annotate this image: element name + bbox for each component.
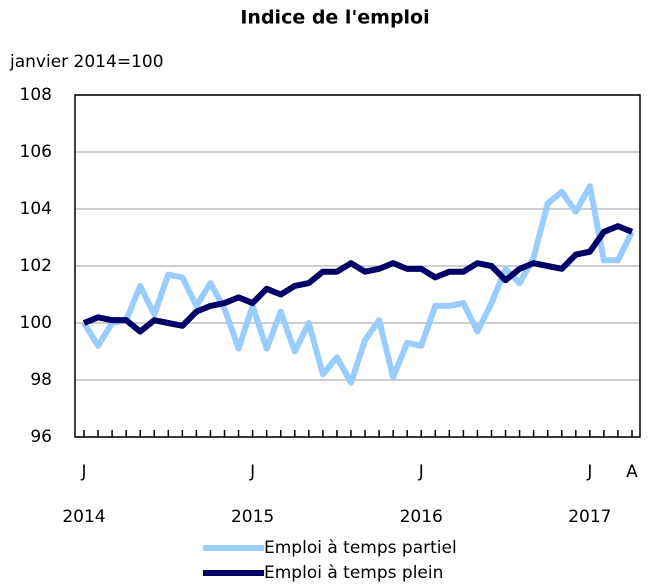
series-line (82, 223, 634, 335)
x-tick-label: J (418, 462, 424, 482)
series-line (81, 183, 635, 386)
legend-label: Emploi à temps partiel (264, 538, 457, 558)
y-tick-label: 100 (20, 313, 52, 333)
subtitle: janvier 2014=100 (9, 52, 164, 72)
x-year-label: 2014 (62, 507, 105, 527)
y-tick-label: 104 (20, 199, 52, 219)
y-tick-label: 98 (30, 370, 52, 390)
x-tick-label: A (626, 462, 638, 482)
x-tick-label: J (80, 462, 86, 482)
y-tick-label: 108 (20, 85, 52, 105)
y-tick-label: 96 (30, 427, 52, 447)
x-tick-label: J (249, 462, 255, 482)
legend-label: Emploi à temps plein (264, 563, 443, 583)
x-year-label: 2016 (400, 507, 443, 527)
x-year-label: 2017 (568, 507, 611, 527)
x-tick-label: J (586, 462, 592, 482)
y-tick-label: 102 (20, 256, 52, 276)
x-year-label: 2015 (231, 507, 274, 527)
plot-frame (74, 94, 641, 438)
chart-title: Indice de l'emploi (240, 7, 429, 29)
y-tick-label: 106 (20, 142, 52, 162)
